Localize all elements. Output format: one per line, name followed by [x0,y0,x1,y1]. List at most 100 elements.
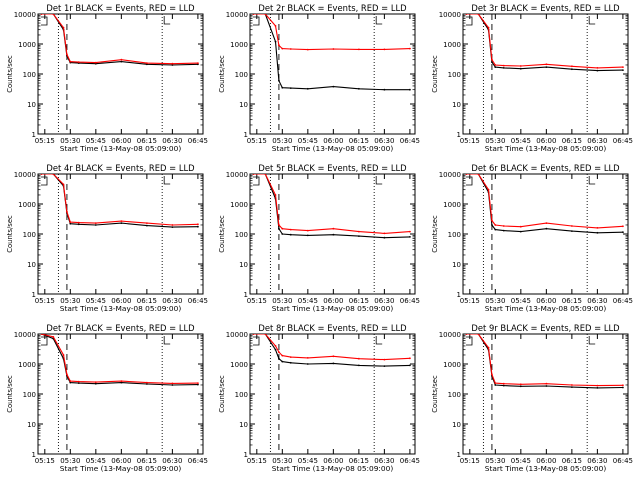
x-tick-label: 06:45 [400,297,420,305]
series-point-lld [358,230,360,233]
x-tick-label: 06:15 [349,457,369,465]
x-tick-label: 06:00 [323,297,343,305]
series-line-events [253,334,410,367]
series-point-lld [358,357,360,360]
series-point-events [622,69,624,71]
chart-panel-4: Det 4r BLACK = Events, RED = LLD 1 10 100 10… [6,163,208,313]
y-tick-label: 1 [457,291,461,299]
series-point-lld [289,48,292,50]
y-tick-label: 10 [452,421,461,429]
series-point-lld [571,65,573,68]
chart-title: Det 1r BLACK = Events, RED = LLD [46,3,194,13]
x-tick-label: 06:30 [587,457,607,465]
x-tick-label: 05:15 [247,297,267,305]
series-point-events [281,360,284,363]
series-point-lld [40,334,43,335]
y-tick-label: 1000 [443,361,461,369]
series-point-events [197,383,199,386]
series-point-events [120,381,123,384]
series-point-lld [465,174,468,175]
y-tick-label: 1000 [230,41,248,49]
series-point-lld [289,228,292,231]
series-point-lld [264,14,267,15]
x-tick-label: 06:15 [137,137,157,145]
y-tick-label: 100 [23,231,36,239]
segment-bracket-mark [163,336,171,345]
series-point-lld [306,357,309,359]
x-tick-label: 05:30 [60,457,80,465]
x-tick-label: 06:45 [188,137,208,145]
series-point-lld [94,381,97,383]
series-point-lld [62,354,65,356]
y-tick-label: 10 [239,101,248,109]
segment-bracket-mark [466,16,473,26]
series-point-lld [494,64,497,66]
y-tick-label: 1000 [18,361,36,369]
series-point-lld [596,227,599,229]
series-point-lld [40,174,43,175]
y-tick-label: 10 [27,421,36,429]
series-point-lld [622,66,624,68]
series-point-lld [264,334,267,335]
series-point-lld [69,221,72,224]
chart-panel-9: Det 9r BLACK = Events, RED = LLD 1 10 100 10… [431,323,633,473]
series-point-lld [40,14,43,15]
series-point-events [289,87,292,89]
x-tick-label: 06:45 [188,457,208,465]
segment-bracket-mark [588,176,596,185]
series-point-lld [120,380,123,382]
series-point-lld [519,65,522,67]
x-tick-label: 06:30 [587,137,607,145]
series-point-events [332,85,335,88]
series-point-events [596,231,599,234]
series-point-lld [274,194,277,196]
x-tick-label: 06:30 [162,137,182,145]
series-line-lld [41,174,198,226]
y-tick-label: 100 [235,71,248,79]
series-point-events [519,385,522,388]
y-axis-label: Counts/sec [218,215,226,253]
x-tick-label: 06:15 [562,297,582,305]
series-line-lld [253,14,410,51]
y-tick-label: 100 [448,71,461,79]
series-point-lld [197,62,199,64]
series-point-events [491,61,493,63]
segment-bracket-mark [253,16,260,26]
series-line-lld [466,174,623,229]
x-tick-label: 05:30 [60,137,80,145]
plot-frame [249,333,416,455]
y-tick-label: 10000 [439,11,461,19]
y-axis-label: Counts/sec [6,375,14,413]
series-point-events [94,382,97,385]
x-tick-label: 06:30 [374,297,394,305]
series-point-events [332,233,335,236]
series-point-events [94,224,97,226]
series-point-events [306,87,309,90]
series-point-lld [494,224,497,226]
series-point-events [494,228,497,231]
x-tick-label: 06:45 [613,297,633,305]
series-point-events [494,66,497,68]
series-point-lld [274,345,277,347]
x-tick-label: 06:00 [111,297,131,305]
series-point-lld [465,14,468,15]
series-point-events [571,386,573,388]
y-tick-label: 1000 [18,41,36,49]
segment-bracket-mark [375,336,383,345]
series-point-events [278,357,280,360]
y-tick-label: 1 [32,451,36,459]
series-point-lld [306,48,309,51]
series-point-events [545,227,548,230]
segment-bracket-mark [375,16,383,25]
series-point-lld [171,62,174,65]
series-point-lld [332,48,335,50]
y-tick-label: 100 [235,231,248,239]
x-axis-label: Start Time (13-May-08 05:09:00) [485,144,607,153]
plot-frame [249,173,416,295]
series-point-lld [502,382,505,385]
x-tick-label: 05:30 [485,457,505,465]
y-tick-label: 1 [457,131,461,139]
x-tick-label: 05:30 [272,457,292,465]
x-tick-label: 06:45 [613,457,633,465]
